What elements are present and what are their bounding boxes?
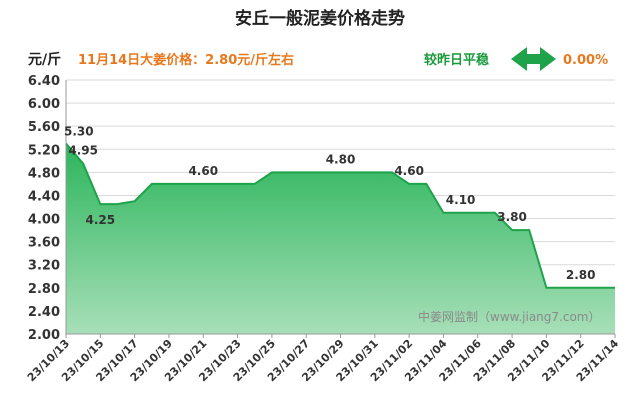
watermark: 中姜网监制（www.jiang7.com）	[418, 309, 600, 324]
data-label: 4.80	[326, 152, 356, 166]
data-label: 4.60	[188, 164, 218, 178]
data-label: 4.25	[86, 213, 116, 227]
price-area	[66, 143, 615, 334]
y-tick-label: 4.40	[28, 189, 60, 204]
y-axis-unit: 元/斤	[28, 51, 61, 68]
price-line	[65, 142, 615, 289]
data-label: 5.30	[64, 125, 94, 139]
y-tick-label: 2.00	[28, 328, 60, 343]
y-tick-label: 6.00	[28, 97, 60, 112]
y-tick-label: 5.20	[28, 143, 60, 158]
y-tick-label: 4.00	[28, 213, 60, 228]
y-tick-label: 2.80	[28, 282, 60, 297]
data-label: 3.80	[497, 210, 527, 224]
x-tick-labels: 23/10/1323/10/1523/10/1723/10/1923/10/21…	[25, 334, 621, 384]
double-arrow-icon	[511, 47, 556, 71]
y-tick-label: 2.40	[28, 305, 60, 320]
y-tick-labels: 2.00 2.40 2.80 3.20 3.60 4.00 4.40 4.80 5.20 5.60…	[28, 74, 60, 343]
change-value: 0.00%	[563, 53, 608, 68]
data-label: 4.10	[446, 193, 476, 207]
price-note: 11月14日大姜价格：2.80元/斤左右	[78, 52, 294, 68]
y-tick-label: 4.80	[28, 166, 60, 181]
data-label: 2.80	[566, 268, 596, 282]
y-tick-label: 3.20	[28, 259, 60, 274]
y-tick-label: 5.60	[28, 120, 60, 135]
y-tick-label: 6.40	[28, 74, 60, 89]
chart-title: 安丘一般泥姜价格走势	[235, 8, 405, 29]
data-labels: 5.30 4.95 4.25 4.60 4.80 4.60 4.10 3.80 2.80	[64, 125, 595, 282]
y-tick-label: 3.60	[28, 236, 60, 251]
data-label: 4.60	[394, 164, 424, 178]
compare-label: 较昨日平稳	[424, 52, 489, 68]
data-label: 4.95	[68, 144, 98, 158]
